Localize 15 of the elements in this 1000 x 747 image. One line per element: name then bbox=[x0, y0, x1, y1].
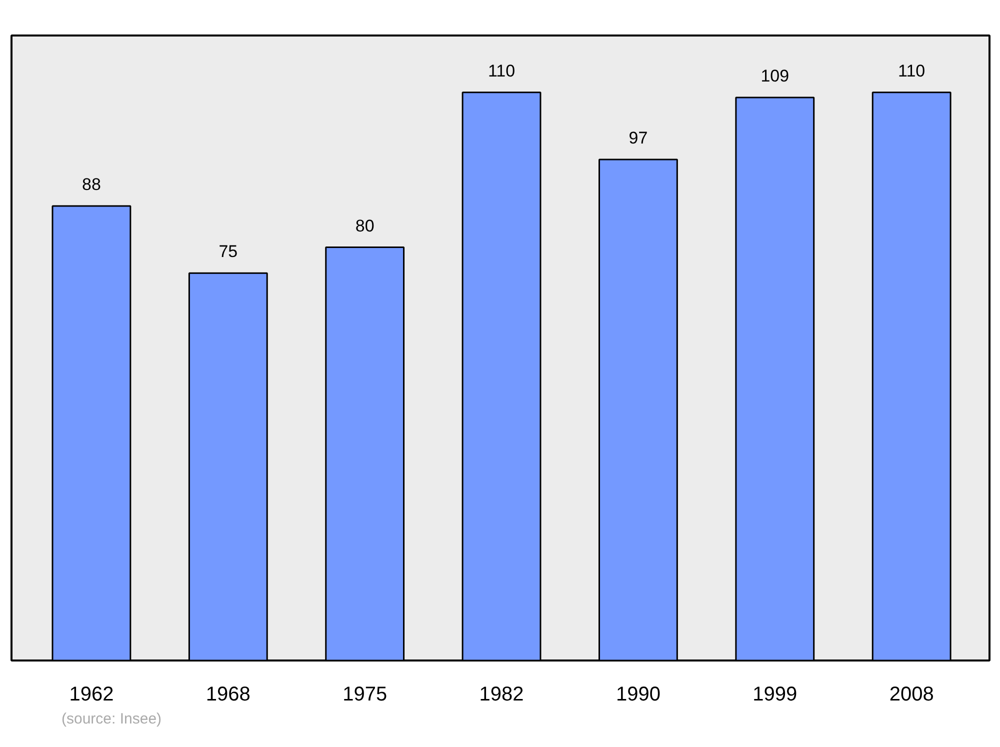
x-tick-label: 1968 bbox=[206, 684, 250, 706]
data-label: 109 bbox=[760, 66, 790, 86]
data-label: 80 bbox=[355, 216, 374, 236]
x-tick-label: 1999 bbox=[752, 684, 798, 706]
x-tick-label: 1962 bbox=[69, 684, 114, 706]
data-label: 97 bbox=[628, 128, 648, 148]
data-label: 110 bbox=[488, 61, 516, 80]
data-label: 75 bbox=[218, 242, 238, 262]
data-label: 110 bbox=[898, 61, 926, 80]
x-tick-label: 1982 bbox=[479, 684, 524, 706]
x-tick-label: 1990 bbox=[616, 684, 660, 706]
x-tick-label: 1975 bbox=[342, 684, 388, 706]
text: (source: Insee) bbox=[62, 710, 162, 728]
data-label: 88 bbox=[82, 174, 101, 194]
x-tick-label: 2008 bbox=[889, 684, 934, 706]
